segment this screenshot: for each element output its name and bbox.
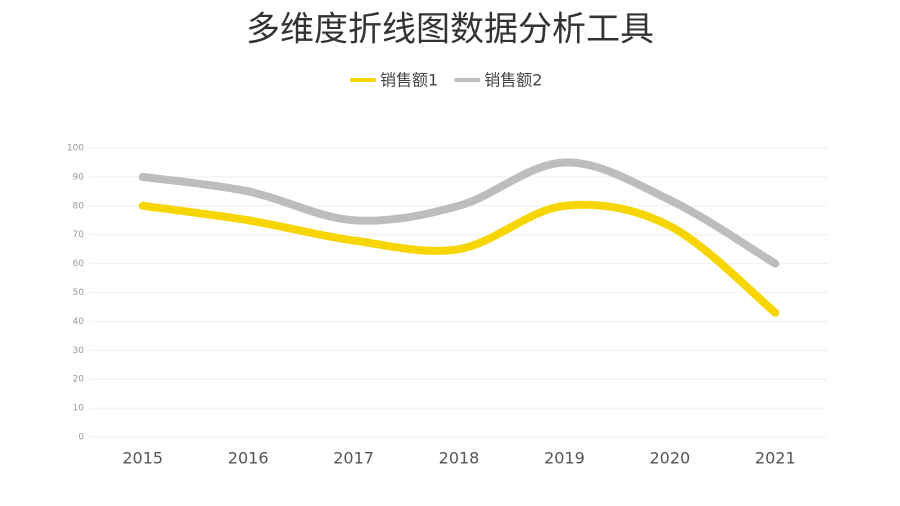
legend-label: 销售额1 bbox=[380, 71, 438, 90]
x-tick-label: 2020 bbox=[649, 449, 690, 468]
series-line bbox=[138, 158, 780, 268]
y-tick-label: 90 bbox=[73, 172, 85, 182]
y-tick-label: 30 bbox=[73, 346, 85, 356]
y-tick-label: 10 bbox=[73, 404, 85, 414]
x-tick-label: 2018 bbox=[439, 449, 480, 468]
x-tick-label: 2019 bbox=[544, 449, 585, 468]
y-tick-label: 20 bbox=[73, 375, 85, 385]
y-tick-label: 70 bbox=[73, 230, 85, 240]
y-tick-label: 0 bbox=[78, 433, 84, 443]
y-tick-label: 60 bbox=[73, 259, 85, 269]
y-tick-label: 80 bbox=[73, 201, 85, 211]
y-tick-label: 100 bbox=[67, 144, 84, 154]
y-tick-label: 50 bbox=[73, 288, 85, 298]
y-tick-label: 40 bbox=[73, 317, 85, 327]
x-tick-label: 2017 bbox=[333, 449, 374, 468]
x-tick-label: 2015 bbox=[122, 449, 163, 468]
x-tick-label: 2016 bbox=[228, 449, 269, 468]
chart-title: 多维度折线图数据分析工具 bbox=[246, 10, 654, 50]
series-line bbox=[138, 200, 780, 317]
legend-label: 销售额2 bbox=[484, 71, 542, 90]
x-tick-label: 2021 bbox=[755, 449, 796, 468]
